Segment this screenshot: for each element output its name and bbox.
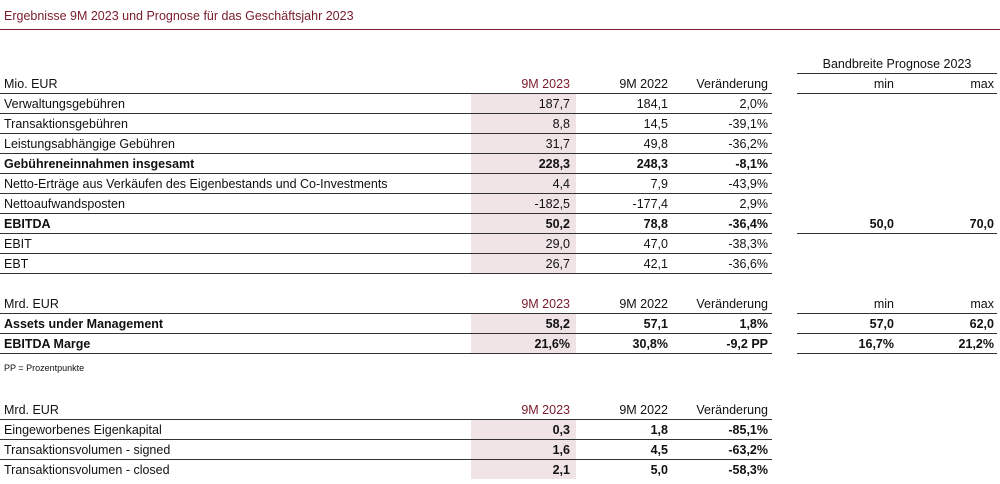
- table-row: EBIT 29,0 47,0 -38,3%: [0, 234, 1000, 254]
- col-min: min: [873, 77, 894, 91]
- table-row: EBT 26,7 42,1 -36,6%: [0, 254, 1000, 274]
- forecast-range-divider: [797, 73, 997, 74]
- table-header-row: Mrd. EUR 9M 2023 9M 2022 Veränderung: [0, 400, 1000, 420]
- table-row: Transaktionsvolumen - closed 2,1 5,0 -58…: [4, 463, 768, 477]
- title-divider: [0, 29, 1000, 30]
- table-row-total: Gebühreneinnahmen insgesamt 228,3 248,3 …: [0, 154, 1000, 174]
- table-row: Leistungsabhängige Gebühren 31,7 49,8 -3…: [0, 134, 1000, 154]
- highlight-column-s3: [471, 419, 576, 479]
- col-change: Veränderung: [696, 77, 768, 91]
- table-row: Eingeworbenes Eigenkapital 0,3 1,8 -85,1…: [0, 420, 1000, 440]
- table-header-row: Mio. EUR 9M 2023 9M 2022 Veränderung min…: [0, 74, 1000, 94]
- table-row: Transaktionsgebühren 8,8 14,5 -39,1%: [0, 114, 1000, 134]
- forecast-range-header: Bandbreite Prognose 2023: [822, 57, 972, 71]
- table-header-row: Mrd. EUR 9M 2023 9M 2022 Veränderung min…: [0, 294, 1000, 314]
- table-row: EBITDA Marge 21,6% 30,8% -9,2 PP 16,7% 2…: [0, 334, 1000, 354]
- col-max: max: [970, 77, 994, 91]
- col-9m-2023: 9M 2023: [521, 77, 570, 91]
- page-title: Ergebnisse 9M 2023 und Prognose für das …: [4, 9, 354, 23]
- table-row-ebitda: EBITDA 50,2 78,8 -36,4% 50,0 70,0: [0, 214, 1000, 234]
- table-row: Transaktionsvolumen - signed 1,6 4,5 -63…: [0, 440, 1000, 460]
- table-row: Netto-Erträge aus Verkäufen des Eigenbes…: [0, 174, 1000, 194]
- col-9m-2022: 9M 2022: [619, 77, 668, 91]
- table-row: Verwaltungsgebühren 187,7 184,1 2,0%: [0, 94, 1000, 114]
- table-row: Nettoaufwandsposten -182,5 -177,4 2,9%: [0, 194, 1000, 214]
- table-row: Assets under Management 58,2 57,1 1,8% 5…: [0, 314, 1000, 334]
- footnote: PP = Prozentpunkte: [4, 363, 85, 373]
- highlight-column-s1: [471, 93, 576, 273]
- unit-label: Mio. EUR: [4, 77, 58, 91]
